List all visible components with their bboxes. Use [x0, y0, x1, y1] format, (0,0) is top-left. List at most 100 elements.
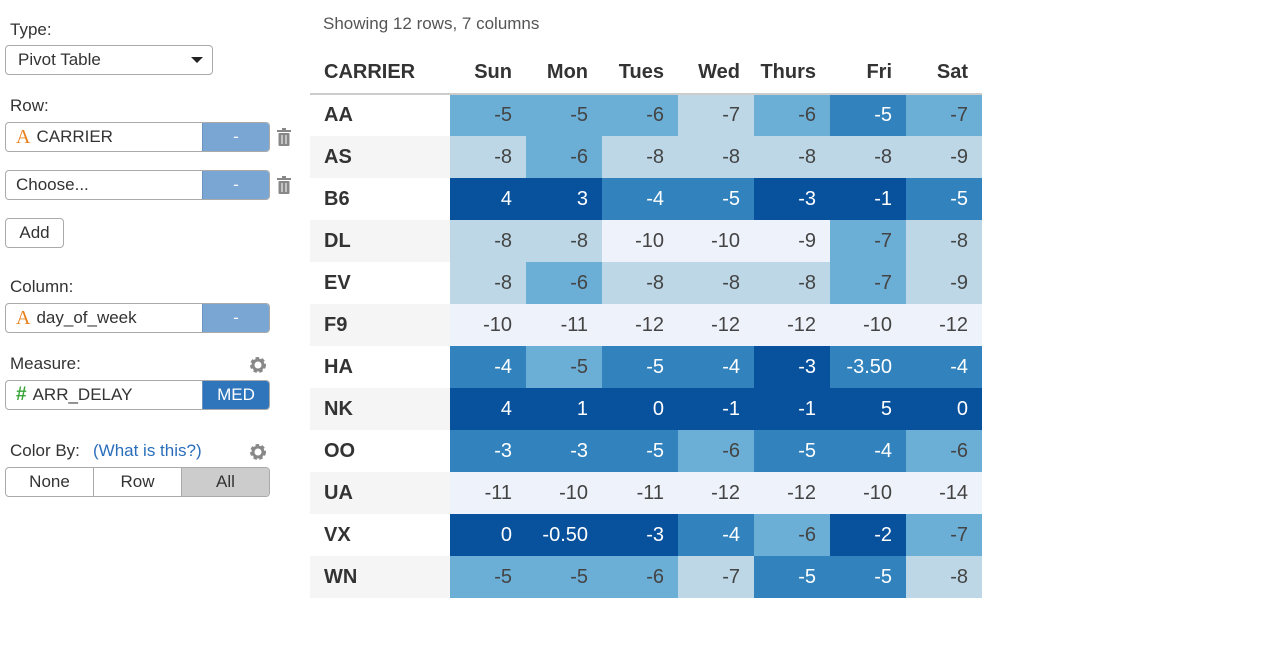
remove-button[interactable]: - — [202, 123, 269, 151]
option-all[interactable]: All — [181, 468, 269, 496]
table-cell: -5 — [830, 556, 906, 598]
table-cell: -8 — [678, 136, 754, 178]
row-header: F9 — [310, 304, 450, 346]
table-cell: -5 — [602, 430, 678, 472]
column-header: CARRIER — [310, 52, 450, 95]
table-cell: -5 — [526, 94, 602, 136]
table-row: EV -8 -6 -8 -8 -8 -7 -9 — [310, 262, 982, 304]
table-row: UA -11 -10 -11 -12 -12 -10 -14 — [310, 472, 982, 514]
row-header: EV — [324, 271, 351, 294]
option-row[interactable]: Row — [93, 468, 181, 496]
table-cell: -12 — [754, 472, 830, 514]
table-cell: -5 — [906, 178, 982, 220]
table-cell: -6 — [754, 94, 830, 136]
table-summary: Showing 12 rows, 7 columns — [323, 14, 540, 33]
table-cell: -1 — [830, 178, 906, 220]
remove-button[interactable]: - — [202, 304, 269, 332]
table-cell: -8 — [602, 262, 678, 304]
trash-icon[interactable] — [277, 128, 291, 146]
table-cell: -12 — [678, 472, 754, 514]
field-name: ARR_DELAY — [32, 385, 133, 404]
table-cell: -12 — [602, 304, 678, 346]
table-cell: -5 — [526, 556, 602, 598]
table-cell: -14 — [906, 472, 982, 514]
table-row: OO -3 -3 -5 -6 -5 -4 -6 — [310, 430, 982, 472]
table-row: AS -8 -6 -8 -8 -8 -8 -9 — [310, 136, 982, 178]
table-cell: -7 — [906, 514, 982, 556]
table-cell: -5 — [526, 346, 602, 388]
row-field[interactable]: Choose... - — [5, 170, 270, 200]
settings-icon[interactable] — [249, 443, 267, 461]
help-link[interactable]: (What is this?) — [93, 441, 202, 460]
table-cell: -3.50 — [830, 346, 906, 388]
table-cell: 5 — [830, 388, 906, 430]
table-cell: -5 — [678, 178, 754, 220]
number-icon: # — [16, 384, 27, 405]
table-cell: -3 — [602, 514, 678, 556]
field-name: day_of_week — [36, 308, 137, 327]
pivot-table: CARRIER Sun Mon Tues Wed Thurs Fri Sat AA -5 -5 -6-… — [310, 52, 982, 598]
column-header: Fri — [830, 52, 906, 95]
table-row: HA -4 -5 -5 -4 -3 -3.50 -4 — [310, 346, 982, 388]
table-row: DL -8 -8 -10 -10 -9 -7 -8 — [310, 220, 982, 262]
remove-button[interactable]: - — [202, 171, 269, 199]
table-cell: -8 — [450, 220, 526, 262]
table-cell: -6 — [754, 514, 830, 556]
field-name: CARRIER — [36, 127, 113, 146]
table-cell: -3 — [754, 178, 830, 220]
table-cell: -9 — [906, 136, 982, 178]
table-cell: -4 — [678, 514, 754, 556]
color-by-toggle: None Row All — [5, 467, 270, 497]
row-header: NK — [310, 388, 450, 430]
table-cell: -11 — [526, 304, 602, 346]
column-header: Mon — [526, 52, 602, 95]
column-header: Sun — [450, 52, 526, 95]
settings-icon[interactable] — [249, 356, 267, 374]
row-header: HA — [324, 355, 353, 378]
string-icon: A — [16, 306, 31, 329]
table-cell: -12 — [678, 304, 754, 346]
table-cell: -8 — [450, 136, 526, 178]
row-field[interactable]: A CARRIER - — [5, 122, 270, 152]
row-header: UA — [310, 472, 450, 514]
table-cell: -5 — [830, 94, 906, 136]
option-none[interactable]: None — [29, 472, 70, 491]
table-cell: -8 — [754, 262, 830, 304]
table-cell: 4 — [450, 388, 526, 430]
table-cell: 4 — [450, 178, 526, 220]
measure-label: Measure: — [10, 354, 81, 373]
table-cell: -10 — [450, 304, 526, 346]
aggregation-button[interactable]: MED — [202, 381, 269, 409]
table-cell: -6 — [526, 136, 602, 178]
table-cell: -12 — [754, 304, 830, 346]
table-cell: -9 — [754, 220, 830, 262]
table-row: NK 4 1 0 -1 -1 5 0 — [310, 388, 982, 430]
table-cell: -4 — [906, 346, 982, 388]
table-cell: 0 — [450, 514, 526, 556]
table-cell: -3 — [526, 430, 602, 472]
table-cell: -11 — [450, 472, 526, 514]
measure-field[interactable]: # ARR_DELAY MED — [5, 380, 270, 410]
table-cell: -7 — [906, 94, 982, 136]
row-header: B6 — [324, 187, 350, 210]
add-button[interactable]: Add — [5, 218, 64, 248]
table-cell: -3 — [754, 346, 830, 388]
table-cell: -10 — [602, 220, 678, 262]
table-cell: -7 — [678, 94, 754, 136]
table-cell: -10 — [678, 220, 754, 262]
table-cell: -1 — [754, 388, 830, 430]
table-cell: -4 — [830, 430, 906, 472]
table-cell: -8 — [602, 136, 678, 178]
trash-icon[interactable] — [277, 176, 291, 194]
table-cell: -8 — [906, 220, 982, 262]
table-cell: -11 — [602, 472, 678, 514]
type-select[interactable]: Pivot Table — [5, 45, 213, 75]
table-cell: -10 — [830, 472, 906, 514]
table-cell: -6 — [602, 556, 678, 598]
table-cell: -5 — [450, 94, 526, 136]
table-cell: 3 — [526, 178, 602, 220]
table-cell: 0 — [602, 388, 678, 430]
row-header: OO — [324, 439, 356, 462]
